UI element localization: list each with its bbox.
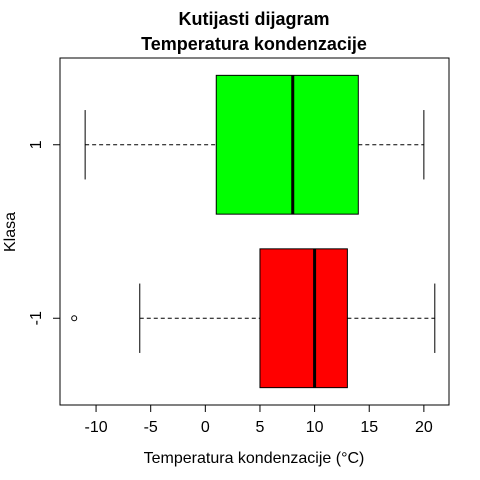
outlier-point <box>71 315 78 322</box>
x-tick-label: 10 <box>306 419 324 436</box>
y-tick-label: 1 <box>28 140 45 149</box>
x-tick-label: 0 <box>201 419 210 436</box>
chart-title-line-2: Temperatura kondenzacije <box>141 34 367 54</box>
x-tick-label: -10 <box>84 419 107 436</box>
box-class--1 <box>71 248 436 389</box>
y-axis: -1 1 <box>28 140 60 325</box>
y-tick-label: -1 <box>28 311 45 325</box>
x-tick-label: 15 <box>360 419 378 436</box>
x-axis: -10 -5 0 5 10 15 20 <box>84 405 433 436</box>
x-axis-label: Temperatura kondenzacije (°C) <box>144 450 365 467</box>
box-class-1 <box>84 74 425 215</box>
chart-title-line-1: Kutijasti dijagram <box>178 9 329 29</box>
box-iqr <box>259 248 348 389</box>
x-tick-label: 5 <box>256 419 265 436</box>
box-iqr <box>215 74 359 215</box>
x-tick-label: 20 <box>415 419 433 436</box>
x-tick-label: -5 <box>144 419 158 436</box>
boxes-layer <box>71 74 436 389</box>
y-axis-label: Klasa <box>2 212 19 252</box>
plot-frame <box>59 57 450 406</box>
